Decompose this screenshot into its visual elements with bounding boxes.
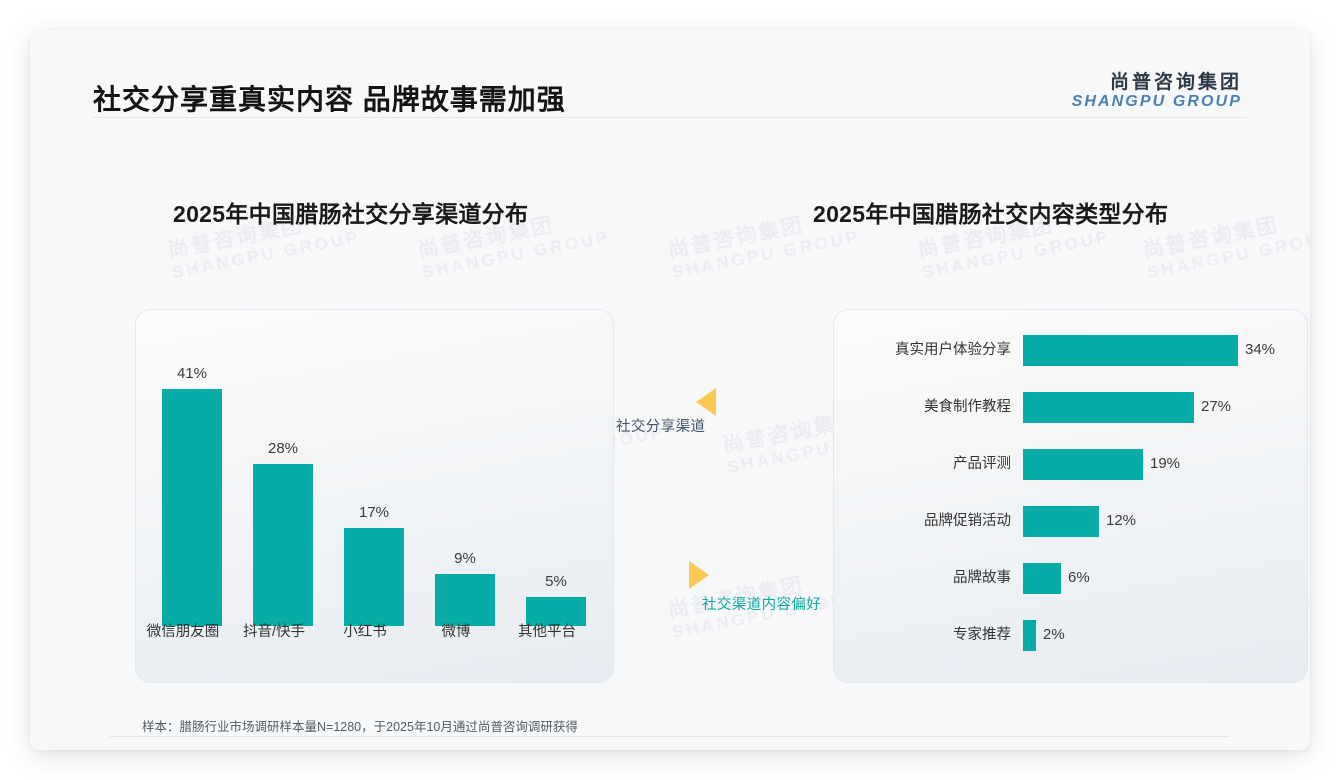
bar-row: 产品评测 19% xyxy=(833,444,1306,484)
header-divider xyxy=(93,117,1247,118)
bar-column: 17% xyxy=(334,326,414,626)
bar-fill xyxy=(435,574,495,626)
brand-logo-cn: 尚普咨询集团 xyxy=(1109,72,1242,93)
bar-category-label: 产品评测 xyxy=(953,456,1011,472)
bar-value-label: 34% xyxy=(1245,341,1276,358)
bar-category-label: 真实用户体验分享 xyxy=(895,342,1011,358)
slide-header: 社交分享重真实内容 品牌故事需加强 尚普咨询集团 SHANGPU GROUP xyxy=(30,30,1310,118)
bar-value-label: 41% xyxy=(176,365,208,382)
bar-value-label: 19% xyxy=(1150,455,1181,472)
bar-value-label: 12% xyxy=(1106,512,1137,529)
triangle-right-icon xyxy=(689,561,709,589)
bar-category-label: 微博 xyxy=(441,624,471,640)
bar-row: 专家推荐 2% xyxy=(833,615,1306,655)
bar-row: 品牌故事 6% xyxy=(833,558,1306,598)
chart-right-title: 2025年中国腊肠社交内容类型分布 xyxy=(813,201,1169,227)
page-title: 社交分享重真实内容 品牌故事需加强 xyxy=(93,84,566,115)
vertical-bar-chart: 41% 28% 17% 9% 5% xyxy=(148,326,603,626)
bar-category-label: 品牌故事 xyxy=(953,570,1011,586)
footnote-divider xyxy=(110,736,1230,737)
chart-left-title: 2025年中国腊肠社交分享渠道分布 xyxy=(173,201,529,227)
bar-column: 9% xyxy=(425,326,505,626)
annotation-label: 社交分享渠道 xyxy=(616,419,706,435)
footnote-sample-source: 样本：腊肠行业市场调研样本量N=1280，于2025年10月通过尚普咨询调研获得 xyxy=(142,720,578,734)
bar-column: 28% xyxy=(243,326,323,626)
bar-category-label: 小红书 xyxy=(343,624,387,640)
bar-value-label: 27% xyxy=(1201,398,1232,415)
bar-category-label: 品牌促销活动 xyxy=(924,513,1011,529)
bar-category-label: 其他平台 xyxy=(518,624,576,640)
annotation-label: 社交渠道内容偏好 xyxy=(702,597,822,613)
bar-fill xyxy=(344,528,404,626)
bar-value-label: 2% xyxy=(1043,626,1065,643)
bar-category-label: 美食制作教程 xyxy=(924,399,1011,415)
bar-fill xyxy=(253,464,313,626)
bar-fill xyxy=(1023,563,1061,594)
bar-row: 品牌促销活动 12% xyxy=(833,501,1306,541)
bar-category-label: 微信朋友圈 xyxy=(146,624,220,640)
bar-fill xyxy=(1023,620,1036,651)
triangle-left-icon xyxy=(696,388,716,416)
chart-card-right xyxy=(833,309,1308,683)
bar-category-label: 抖音/快手 xyxy=(242,624,306,640)
horizontal-bar-chart: 真实用户体验分享 34% 美食制作教程 27% 产品评测 19% 品牌促销活动 12% 品牌故事… xyxy=(833,322,1306,668)
bar-value-label: 28% xyxy=(267,440,299,457)
bar-fill xyxy=(1023,335,1238,366)
bar-value-label: 6% xyxy=(1068,569,1090,586)
bar-fill xyxy=(1023,392,1194,423)
bar-category-label: 专家推荐 xyxy=(953,627,1011,643)
bar-fill xyxy=(526,597,586,626)
bar-column: 5% xyxy=(516,326,596,626)
bar-row: 真实用户体验分享 34% xyxy=(833,330,1306,370)
bar-fill xyxy=(162,389,222,626)
slide-canvas: 社交分享重真实内容 品牌故事需加强 尚普咨询集团 SHANGPU GROUP 2… xyxy=(30,30,1310,750)
bar-fill xyxy=(1023,506,1099,537)
brand-logo: 尚普咨询集团 SHANGPU GROUP xyxy=(1072,72,1242,111)
bar-fill xyxy=(1023,449,1143,480)
bar-value-label: 17% xyxy=(358,504,390,521)
brand-logo-en: SHANGPU GROUP xyxy=(1071,93,1242,111)
bar-row: 美食制作教程 27% xyxy=(833,387,1306,427)
bar-column: 41% xyxy=(152,326,232,626)
bar-value-label: 5% xyxy=(545,573,567,590)
bar-value-label: 9% xyxy=(454,550,476,567)
